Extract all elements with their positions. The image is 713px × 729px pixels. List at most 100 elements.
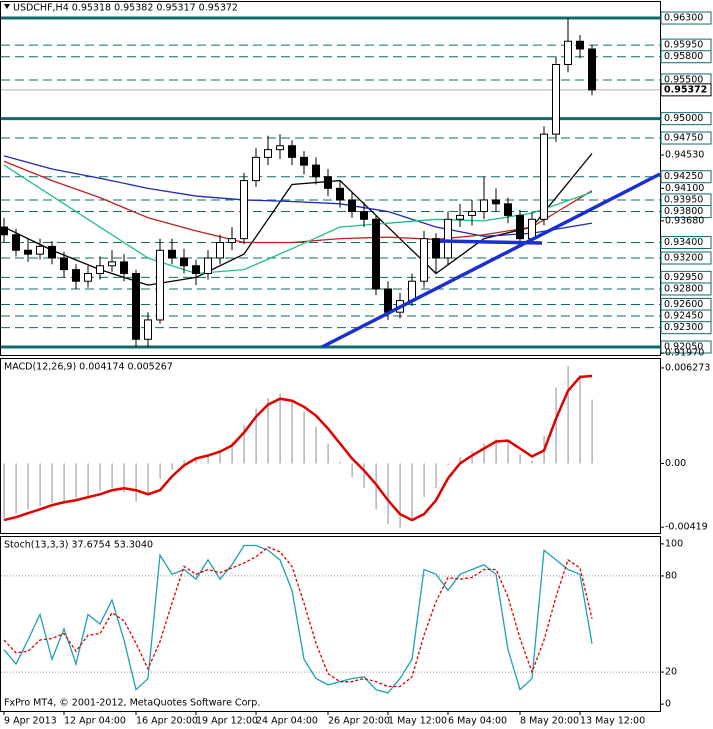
y-tick-label: 0.00 bbox=[665, 458, 686, 469]
histogram-bar bbox=[327, 443, 329, 464]
x-tick-label: 26 Apr 20:00 bbox=[328, 716, 390, 727]
candle-body bbox=[180, 257, 188, 267]
candle-body bbox=[588, 48, 596, 91]
histogram-bar bbox=[255, 408, 257, 464]
y-tick-label: 20 bbox=[665, 667, 677, 678]
stoch-signal bbox=[3, 546, 593, 688]
level-label: 0.93200 bbox=[664, 253, 703, 264]
level-label: 0.93800 bbox=[664, 206, 703, 217]
candle-body bbox=[432, 238, 440, 259]
histogram-bar bbox=[447, 463, 449, 465]
histogram-bar bbox=[243, 425, 245, 464]
histogram-bar bbox=[411, 463, 413, 519]
histogram-bar bbox=[471, 451, 473, 464]
moving-average bbox=[3, 164, 593, 275]
histogram-bar bbox=[219, 449, 221, 464]
moving-average bbox=[3, 160, 593, 244]
level-label-box bbox=[660, 321, 712, 335]
candle-body bbox=[540, 133, 548, 220]
icon bbox=[4, 4, 10, 9]
histogram-bar bbox=[315, 426, 317, 464]
candle-body bbox=[312, 164, 320, 178]
level-label: 0.95800 bbox=[664, 51, 703, 62]
y-tick-label: 100 bbox=[665, 538, 683, 549]
histogram-bar bbox=[555, 387, 557, 464]
candle-body bbox=[252, 156, 260, 182]
candle-body bbox=[60, 257, 68, 271]
candle-body bbox=[120, 261, 128, 274]
histogram-bar bbox=[3, 463, 5, 519]
stoch-title: Stoch(13,3,3) 37.6754 53.3040 bbox=[4, 540, 153, 551]
candle-body bbox=[216, 242, 224, 259]
candle-body bbox=[72, 269, 80, 282]
histogram-bar bbox=[87, 463, 89, 496]
histogram-bar bbox=[147, 463, 149, 496]
level-label: 0.92450 bbox=[664, 311, 703, 322]
candle-body bbox=[480, 199, 488, 213]
candle-body bbox=[324, 176, 332, 189]
level-label: 0.92950 bbox=[664, 272, 703, 283]
candle-body bbox=[456, 214, 464, 220]
candle-body bbox=[96, 265, 104, 274]
candle-body bbox=[276, 145, 284, 151]
level-label-box bbox=[660, 170, 712, 184]
candle-body bbox=[12, 234, 20, 251]
candle-body bbox=[192, 265, 200, 274]
histogram-bar bbox=[27, 463, 29, 510]
level-label: 0.94250 bbox=[664, 171, 703, 182]
level-label-box bbox=[660, 236, 712, 250]
candle-body bbox=[444, 218, 452, 259]
level-label-box bbox=[660, 205, 712, 219]
histogram-bar bbox=[171, 463, 173, 470]
y-tick-label: 0.94530 bbox=[665, 150, 704, 161]
histogram-bar bbox=[459, 457, 461, 464]
x-tick-label: 6 May 04:00 bbox=[448, 716, 507, 727]
x-tick-label: 12 Apr 04:00 bbox=[64, 716, 126, 727]
candle-body bbox=[336, 187, 344, 201]
histogram-bar bbox=[579, 375, 581, 464]
candle-body bbox=[132, 272, 140, 340]
histogram-bar bbox=[267, 397, 269, 464]
histogram-bar bbox=[183, 460, 185, 464]
last-price-box bbox=[660, 83, 712, 97]
candle-body bbox=[468, 211, 476, 216]
candle-body bbox=[48, 245, 56, 259]
candle-body bbox=[552, 63, 560, 135]
histogram-bar bbox=[387, 463, 389, 525]
level-label-box bbox=[660, 131, 712, 145]
x-tick-label: 19 Apr 12:00 bbox=[196, 716, 258, 727]
candle-body bbox=[516, 214, 524, 240]
candle-body bbox=[0, 226, 8, 236]
level-label-box bbox=[660, 50, 712, 64]
histogram-bar bbox=[519, 454, 521, 464]
candle-body bbox=[348, 199, 356, 213]
level-label-box bbox=[660, 11, 712, 25]
histogram-bar bbox=[435, 463, 437, 488]
level-label-box bbox=[660, 251, 712, 265]
last-price-label: 0.95372 bbox=[664, 84, 707, 95]
histogram-bar bbox=[159, 463, 161, 479]
y-tick-label: 0.94100 bbox=[665, 183, 704, 194]
y-tick-label: 0.006273 bbox=[665, 362, 710, 373]
candle-body bbox=[372, 218, 380, 290]
candle-body bbox=[420, 238, 428, 282]
y-tick-label: 0.93680 bbox=[665, 215, 704, 226]
histogram-bar bbox=[111, 463, 113, 488]
candle-body bbox=[84, 272, 92, 282]
histogram-bar bbox=[531, 460, 533, 464]
histogram-bar bbox=[207, 454, 209, 464]
candle-body bbox=[528, 218, 536, 240]
histogram-bar bbox=[303, 411, 305, 464]
copyright: FxPro MT4, © 2001-2012, MetaQuotes Softw… bbox=[4, 698, 260, 709]
histogram-bar bbox=[15, 463, 17, 514]
level-label: 0.92600 bbox=[664, 299, 703, 310]
trendline bbox=[321, 172, 661, 349]
macd-title: MACD(12,26,9) 0.004174 0.005267 bbox=[4, 362, 173, 373]
histogram-bar bbox=[123, 463, 125, 493]
level-label: 0.93400 bbox=[664, 237, 703, 248]
level-label: 0.95500 bbox=[664, 74, 703, 85]
stoch-panel-frame bbox=[0, 536, 661, 712]
histogram-bar bbox=[39, 463, 41, 507]
level-label: 0.92800 bbox=[664, 283, 703, 294]
